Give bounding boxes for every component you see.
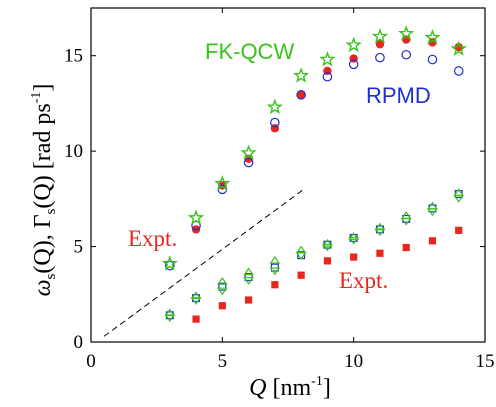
data-point-open-triangle-up — [400, 211, 412, 219]
data-point-open-star — [187, 209, 205, 225]
data-point-open-triangle-up — [322, 238, 333, 247]
data-point-open-triangle-down — [453, 195, 465, 203]
data-point-open-triangle-down — [164, 314, 176, 323]
data-point-open-triangle-up — [453, 188, 465, 196]
data-point-filled-circle — [428, 38, 437, 47]
annotation-rpmd: RPMD — [366, 83, 431, 108]
data-point-filled-square — [271, 281, 279, 289]
data-point-filled-square — [218, 302, 226, 310]
data-point-open-triangle-down — [374, 228, 386, 237]
y-tick-label: 5 — [74, 237, 84, 258]
data-point-open-triangle-down — [322, 243, 333, 252]
plot-frame — [90, 7, 486, 343]
data-point-open-star — [293, 67, 310, 83]
data-point-open-star — [319, 51, 336, 67]
annotation-expt-left: Expt. — [128, 226, 177, 251]
y-tick-label: 15 — [64, 46, 83, 67]
data-point-open-circle — [270, 117, 280, 128]
data-point-open-triangle-up — [374, 222, 386, 231]
data-point-open-triangle-up — [427, 201, 438, 210]
x-axis-label: Q [nm-1] — [249, 374, 331, 401]
y-axis-label: ωs(Q), Γs(Q) [rad ps-1] — [29, 84, 59, 297]
data-point-open-star — [450, 40, 467, 56]
data-point-open-triangle-down — [348, 237, 360, 245]
data-point-filled-square — [192, 315, 200, 323]
data-point-open-star — [161, 255, 178, 271]
data-point-open-triangle-up — [295, 245, 307, 254]
x-tick-label: 5 — [218, 351, 228, 372]
x-tick-label: 15 — [476, 351, 495, 372]
data-point-open-circle — [427, 54, 438, 65]
data-point-open-star — [266, 98, 283, 115]
data-point-open-square — [454, 190, 463, 199]
data-point-open-circle — [296, 90, 306, 100]
data-point-open-star — [345, 36, 362, 53]
data-point-open-triangle-up — [190, 291, 202, 300]
data-point-filled-circle — [375, 40, 385, 49]
annotation-expt-right: Expt. — [339, 268, 388, 293]
data-point-open-triangle-down — [190, 297, 202, 305]
data-point-open-star — [398, 25, 415, 41]
data-point-open-triangle-up — [269, 256, 281, 264]
data-point-open-circle — [453, 66, 464, 76]
data-point-open-star — [371, 28, 389, 44]
data-point-filled-square — [376, 249, 384, 257]
data-point-filled-square — [402, 243, 410, 252]
data-point-open-circle — [401, 49, 411, 60]
data-point-open-triangle-up — [164, 308, 176, 317]
data-point-open-circle — [322, 71, 333, 82]
x-tick-label: 0 — [86, 351, 96, 372]
data-point-open-circle — [165, 260, 175, 271]
x-tick-label: 10 — [344, 351, 363, 372]
data-point-filled-square — [428, 237, 437, 245]
data-point-open-circle — [348, 59, 359, 70]
data-point-open-star — [240, 144, 257, 160]
data-point-filled-square — [323, 257, 331, 265]
reference-line — [103, 188, 305, 337]
data-point-open-triangle-up — [243, 267, 254, 276]
data-point-open-triangle-down — [216, 287, 228, 296]
data-point-filled-square — [455, 226, 463, 234]
annotation-fk-qcw: FK-QCW — [205, 39, 294, 64]
data-point-filled-square — [350, 253, 358, 261]
data-point-filled-square — [245, 296, 253, 304]
data-point-open-star — [214, 175, 231, 191]
y-tick-label: 10 — [64, 141, 83, 162]
data-point-filled-circle — [454, 42, 463, 52]
data-point-open-circle — [375, 52, 385, 63]
plot-area: 0 5 10 15 0 5 10 15 — [64, 7, 495, 372]
y-tick-label: 0 — [74, 332, 84, 353]
data-point-open-triangle-up — [216, 277, 228, 285]
data-point-filled-square — [297, 271, 305, 279]
data-point-open-square — [218, 282, 227, 291]
data-point-open-circle — [243, 157, 254, 168]
data-point-open-triangle-down — [243, 277, 254, 285]
data-point-filled-circle — [296, 90, 306, 100]
data-point-open-triangle-down — [269, 267, 281, 276]
data-point-open-triangle-up — [348, 232, 360, 240]
data-point-open-star — [424, 29, 441, 45]
